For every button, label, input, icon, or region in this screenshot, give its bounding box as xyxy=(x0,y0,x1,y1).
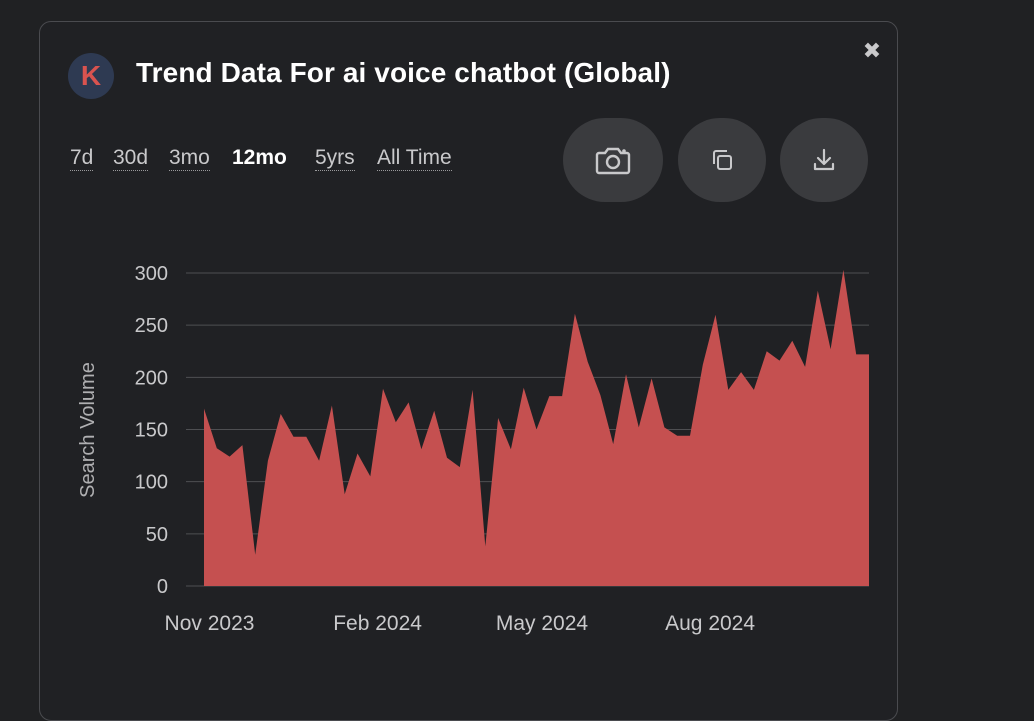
x-tick-label: Nov 2023 xyxy=(165,612,255,635)
copy-button[interactable] xyxy=(678,118,766,202)
range-5yrs[interactable]: 5yrs xyxy=(315,146,355,171)
trend-chart: 0 50 100 150 200 250 300 Nov 2023 Feb 2024 May 2… xyxy=(77,263,869,635)
y-tick-label: 50 xyxy=(146,524,168,546)
download-icon xyxy=(813,148,835,171)
range-3mo[interactable]: 3mo xyxy=(169,146,210,171)
screenshot-button[interactable] xyxy=(563,118,663,202)
y-tick-label: 200 xyxy=(135,367,168,389)
close-icon[interactable]: ✖ xyxy=(862,38,882,63)
y-tick-label: 250 xyxy=(135,315,168,337)
y-tick-label: 0 xyxy=(157,576,168,598)
range-30d[interactable]: 30d xyxy=(113,146,149,171)
logo-icon: K xyxy=(68,53,114,99)
x-tick-label: Feb 2024 xyxy=(333,612,422,635)
x-axis-ticks: Nov 2023 Feb 2024 May 2024 Aug 2024 xyxy=(165,612,756,635)
page-title: Trend Data For ai voice chatbot (Global) xyxy=(136,57,671,88)
search-volume-area xyxy=(204,269,869,586)
x-tick-label: May 2024 xyxy=(496,612,589,635)
y-tick-label: 150 xyxy=(135,420,168,442)
y-tick-label: 100 xyxy=(135,472,168,494)
copy-icon xyxy=(713,150,732,170)
range-7d[interactable]: 7d xyxy=(70,146,94,171)
x-tick-label: Aug 2024 xyxy=(665,612,755,635)
y-axis-label: Search Volume xyxy=(77,362,99,498)
camera-icon xyxy=(595,147,631,175)
y-axis-ticks: 0 50 100 150 200 250 300 xyxy=(135,263,168,598)
logo-letter: K xyxy=(80,60,102,91)
range-12mo[interactable]: 12mo xyxy=(232,146,287,169)
y-tick-label: 300 xyxy=(135,263,168,285)
range-all-time[interactable]: All Time xyxy=(377,146,452,171)
download-button[interactable] xyxy=(780,118,868,202)
